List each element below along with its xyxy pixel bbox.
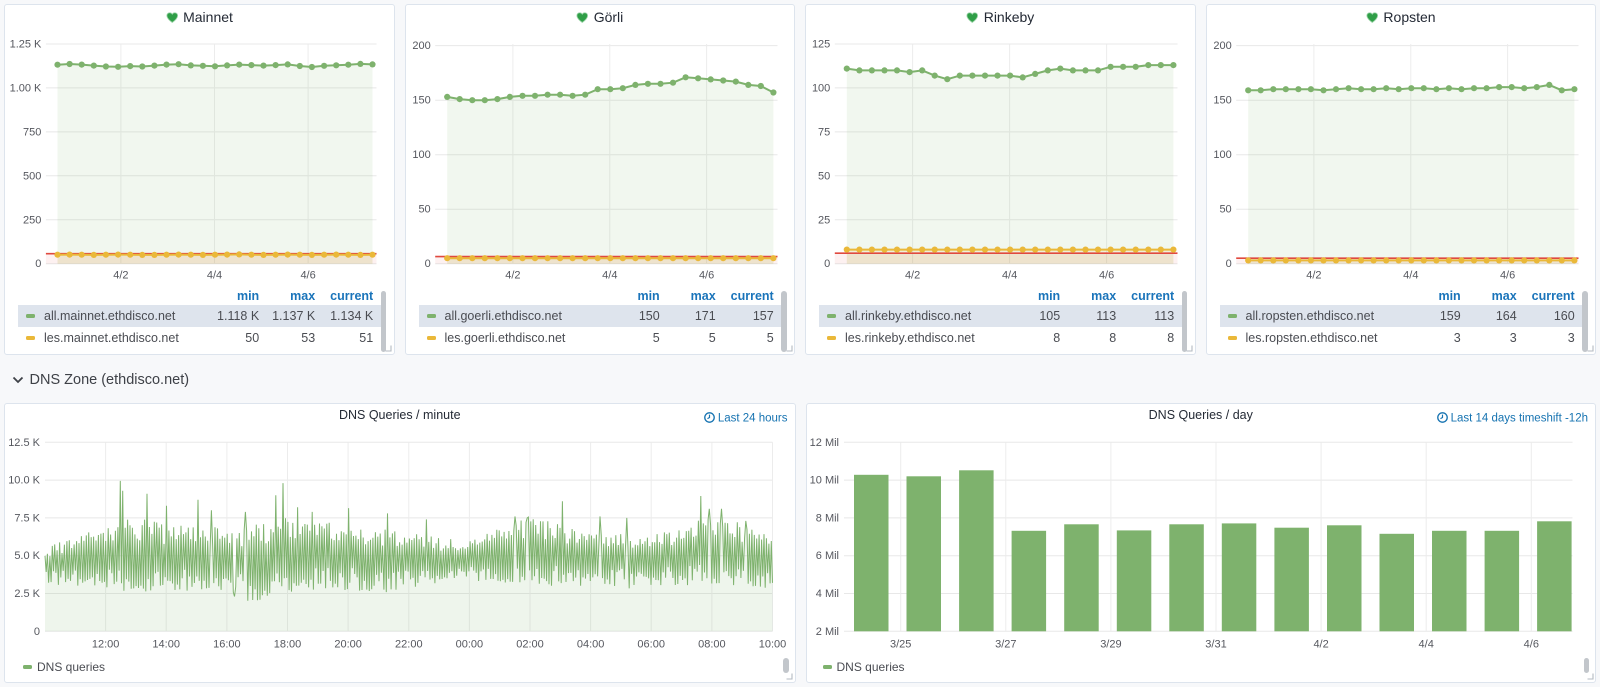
svg-text:1.25 K: 1.25 K [10,39,42,51]
svg-text:4/4: 4/4 [1002,270,1017,282]
svg-text:100: 100 [1213,149,1231,161]
svg-text:750: 750 [23,126,41,138]
svg-text:02:00: 02:00 [516,639,544,651]
svg-text:50: 50 [418,204,430,216]
svg-text:18:00: 18:00 [274,639,302,651]
svg-text:150: 150 [412,95,430,107]
svg-text:10 Mil: 10 Mil [809,475,838,487]
svg-text:200: 200 [1213,40,1231,52]
svg-text:08:00: 08:00 [698,639,726,651]
svg-text:04:00: 04:00 [577,639,605,651]
svg-text:50: 50 [1219,204,1231,216]
svg-text:500: 500 [23,170,41,182]
svg-text:4/6: 4/6 [1499,270,1514,282]
svg-text:8 Mil: 8 Mil [815,512,838,524]
svg-text:5.0 K: 5.0 K [14,550,40,562]
svg-text:125: 125 [812,39,830,51]
svg-text:4/2: 4/2 [905,270,920,282]
svg-text:100: 100 [412,149,430,161]
svg-text:4/4: 4/4 [207,270,222,282]
svg-text:0: 0 [35,258,41,270]
svg-text:0: 0 [1225,258,1231,270]
svg-text:4 Mil: 4 Mil [815,588,838,600]
svg-text:4/6: 4/6 [300,270,315,282]
svg-text:14:00: 14:00 [152,639,180,651]
svg-text:4/2: 4/2 [505,270,520,282]
svg-text:12:00: 12:00 [92,639,120,651]
svg-text:3/31: 3/31 [1205,639,1226,651]
svg-text:22:00: 22:00 [395,639,423,651]
svg-text:4/4: 4/4 [1403,270,1418,282]
svg-text:250: 250 [23,214,41,226]
svg-text:4/4: 4/4 [1418,639,1433,651]
svg-text:4/2: 4/2 [1306,270,1321,282]
svg-text:50: 50 [818,170,830,182]
svg-text:100: 100 [812,82,830,94]
svg-text:4/6: 4/6 [1099,270,1114,282]
svg-text:20:00: 20:00 [334,639,362,651]
svg-text:10.0 K: 10.0 K [8,475,40,487]
svg-text:0: 0 [424,258,430,270]
svg-text:150: 150 [1213,95,1231,107]
svg-text:12.5 K: 12.5 K [8,437,40,449]
svg-text:06:00: 06:00 [637,639,665,651]
svg-text:25: 25 [818,214,830,226]
svg-text:3/27: 3/27 [995,639,1016,651]
svg-text:7.5 K: 7.5 K [14,512,40,524]
svg-text:1.00 K: 1.00 K [10,82,42,94]
svg-text:3/25: 3/25 [889,639,910,651]
svg-text:0: 0 [824,258,830,270]
svg-text:4/6: 4/6 [1523,639,1538,651]
svg-text:16:00: 16:00 [213,639,241,651]
svg-text:4/2: 4/2 [1313,639,1328,651]
svg-text:200: 200 [412,40,430,52]
svg-text:12 Mil: 12 Mil [809,437,838,449]
svg-text:3/29: 3/29 [1100,639,1121,651]
svg-text:4/2: 4/2 [113,270,128,282]
svg-text:0: 0 [34,626,40,638]
svg-text:75: 75 [818,126,830,138]
svg-text:2 Mil: 2 Mil [815,626,838,638]
svg-text:6 Mil: 6 Mil [815,550,838,562]
svg-text:2.5 K: 2.5 K [14,588,40,600]
svg-text:00:00: 00:00 [456,639,484,651]
svg-text:10:00: 10:00 [759,639,787,651]
svg-text:4/6: 4/6 [698,270,713,282]
svg-text:4/4: 4/4 [602,270,617,282]
